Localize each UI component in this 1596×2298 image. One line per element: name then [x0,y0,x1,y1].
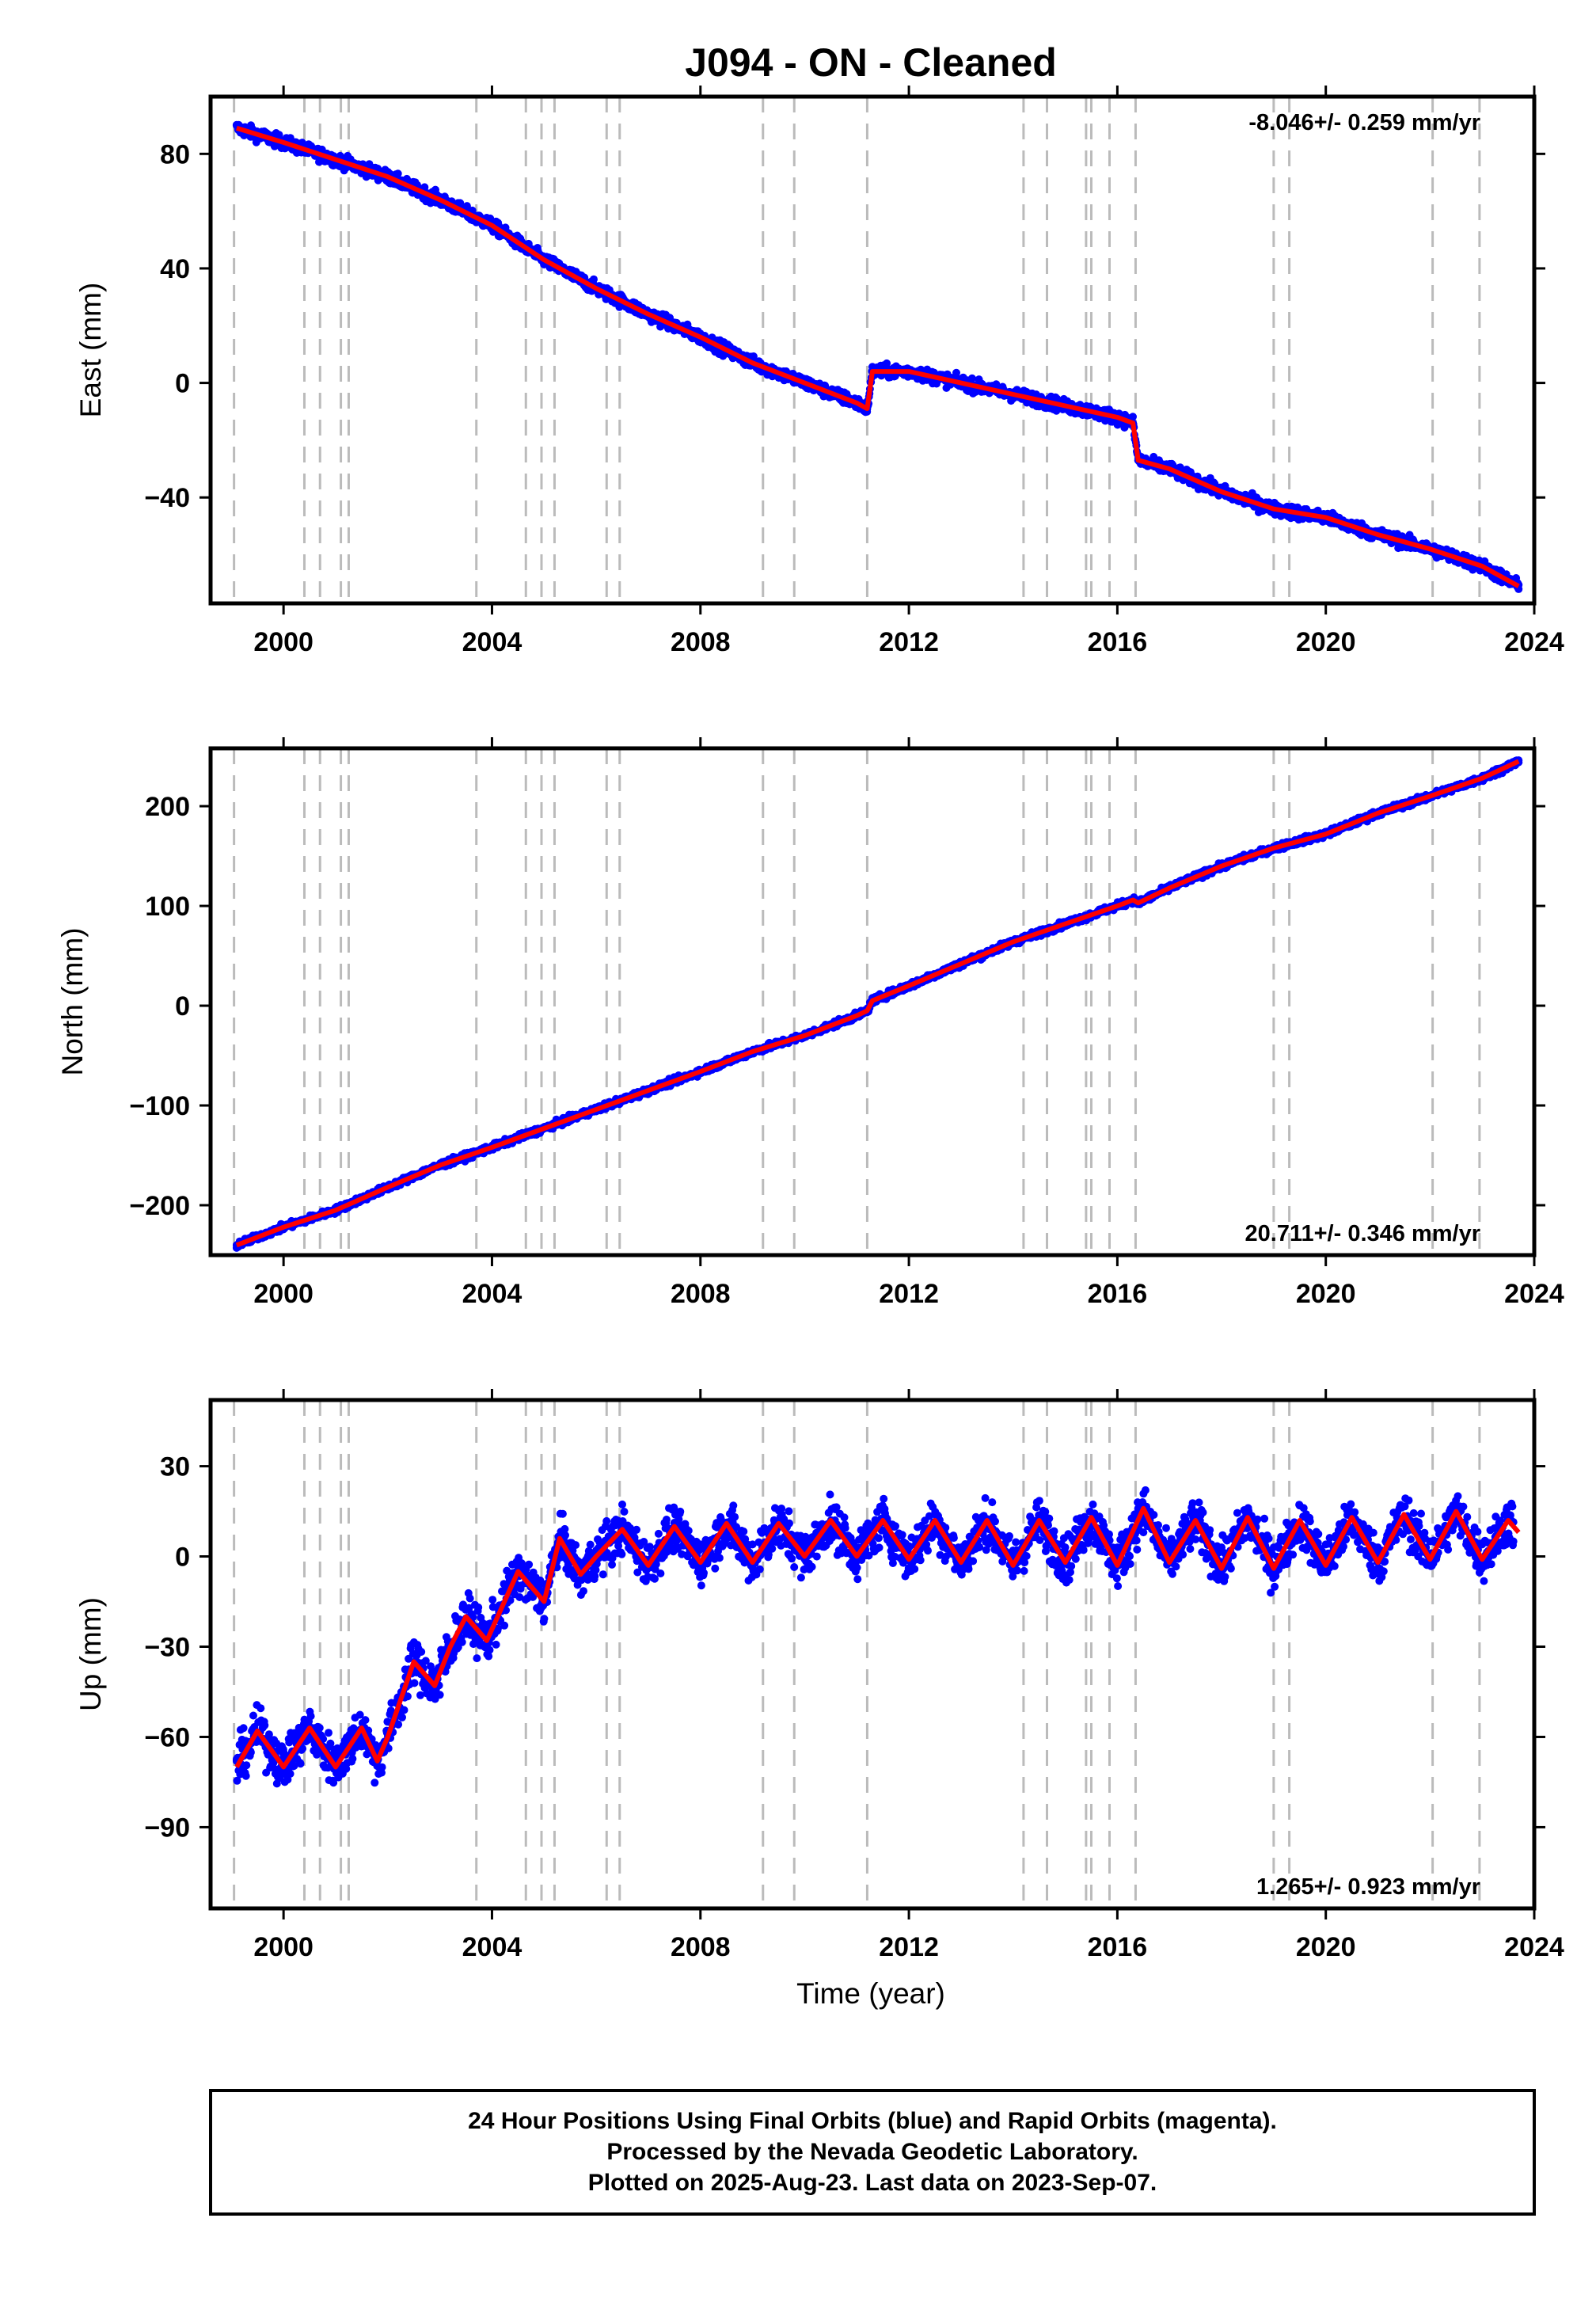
x-tick-label: 2004 [462,627,522,657]
data-point [749,352,758,360]
x-tick-label: 2012 [879,627,939,657]
x-tick-label: 2020 [1296,627,1356,657]
x-tick-label: 2024 [1504,627,1564,657]
north-panel: 2000 2004 2008 2012 2016 2020 20242001000−100−… [56,737,1564,1309]
east-panel: 2000 2004 2008 2012 2016 2020 2024 80 40 0 −40 East… [74,86,1564,657]
x-tick-label: 2008 [671,627,731,657]
data-point [462,202,471,211]
data-point [1129,413,1137,421]
data-point [393,169,402,178]
chart-title: J094 - ON - Cleaned [685,40,1057,85]
y-axis-label: East (mm) [74,283,107,418]
x-tick-label: 2016 [1088,627,1148,657]
x-tick-label: 2000 [253,627,314,657]
data-point [967,374,976,382]
y-tick-label: 40 [160,254,190,284]
y-tick-label: −40 [144,483,190,513]
data-point [590,275,598,283]
model-line [236,125,1520,588]
y-tick-label: 0 [175,369,190,399]
data-point [952,368,960,377]
plot-frame [208,94,1537,606]
y-tick-label: 80 [160,139,190,169]
rate-annotation: -8.046+/- 0.259 mm/yr [1248,110,1480,135]
